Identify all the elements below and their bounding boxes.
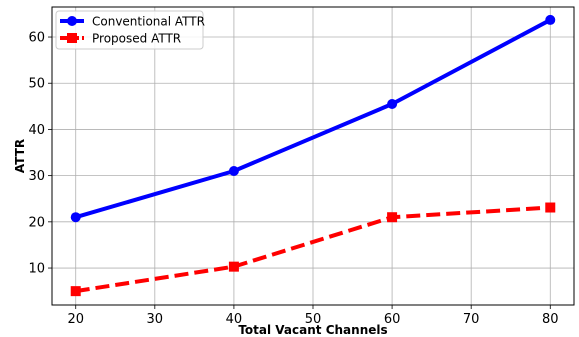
legend-entry: Conventional ATTR bbox=[60, 15, 205, 29]
series-1 bbox=[70, 202, 556, 297]
x-tick-label: 60 bbox=[384, 312, 401, 327]
series-layer bbox=[70, 14, 556, 297]
y-tick-label: 30 bbox=[28, 169, 45, 184]
data-point bbox=[228, 261, 239, 272]
y-axis-title: ATTR bbox=[13, 139, 27, 173]
series-line bbox=[75, 205, 551, 294]
data-point bbox=[545, 202, 556, 213]
legend-label: Conventional ATTR bbox=[92, 15, 205, 29]
x-tick-label: 30 bbox=[147, 312, 164, 327]
data-point bbox=[228, 166, 239, 177]
data-point bbox=[387, 99, 398, 110]
axis-ticks: 20 30 40 50 60 70 80 10 20 30 40 50 60 bbox=[28, 31, 558, 327]
y-tick-label: 40 bbox=[28, 123, 45, 138]
x-tick-label: 40 bbox=[226, 312, 243, 327]
legend-entry: Proposed ATTR bbox=[60, 32, 181, 46]
y-tick-label: 60 bbox=[28, 31, 45, 46]
x-tick-label: 70 bbox=[463, 312, 480, 327]
legend-marker bbox=[67, 33, 77, 43]
y-tick-label: 50 bbox=[28, 77, 45, 92]
legend-box bbox=[55, 10, 204, 50]
data-point bbox=[70, 286, 81, 297]
x-axis-title: Total Vacant Channels bbox=[238, 323, 387, 337]
legend: Conventional ATTR Proposed ATTR bbox=[55, 10, 205, 50]
legend-entries: Conventional ATTR Proposed ATTR bbox=[60, 15, 205, 46]
legend-label: Proposed ATTR bbox=[92, 32, 181, 46]
data-point bbox=[387, 212, 398, 223]
data-point bbox=[70, 212, 81, 223]
y-tick-label: 10 bbox=[28, 262, 45, 277]
x-tick-label: 80 bbox=[542, 312, 559, 327]
x-tick-label: 20 bbox=[67, 312, 84, 327]
grid bbox=[52, 7, 574, 305]
legend-marker bbox=[67, 16, 77, 26]
series-0 bbox=[70, 14, 556, 223]
x-tick-label: 50 bbox=[305, 312, 322, 327]
y-tick-label: 20 bbox=[28, 215, 45, 230]
data-point bbox=[545, 14, 556, 25]
series-line bbox=[75, 18, 552, 220]
